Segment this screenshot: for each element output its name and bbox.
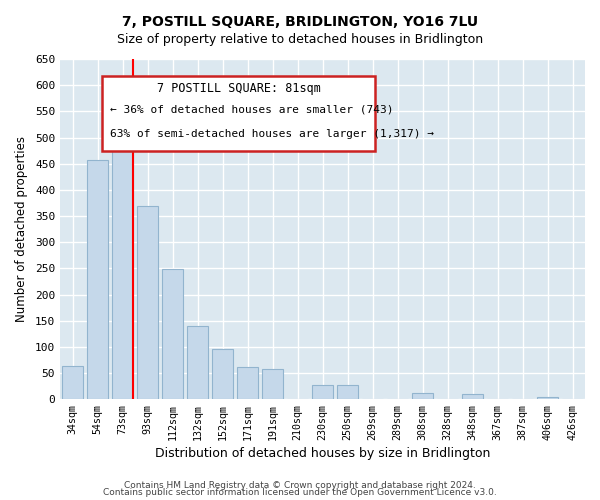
Bar bbox=[87, 160, 108, 399]
Y-axis label: Number of detached properties: Number of detached properties bbox=[15, 136, 28, 322]
Text: Size of property relative to detached houses in Bridlington: Size of property relative to detached ho… bbox=[117, 32, 483, 46]
Bar bbox=[187, 326, 208, 399]
X-axis label: Distribution of detached houses by size in Bridlington: Distribution of detached houses by size … bbox=[155, 447, 490, 460]
Bar bbox=[312, 384, 333, 399]
Bar bbox=[537, 396, 558, 399]
Text: ← 36% of detached houses are smaller (743): ← 36% of detached houses are smaller (74… bbox=[110, 105, 394, 115]
Bar bbox=[162, 269, 183, 399]
Text: Contains public sector information licensed under the Open Government Licence v3: Contains public sector information licen… bbox=[103, 488, 497, 497]
Bar bbox=[212, 350, 233, 399]
Bar bbox=[62, 366, 83, 399]
Bar bbox=[337, 384, 358, 399]
Bar bbox=[412, 393, 433, 399]
Bar bbox=[112, 126, 133, 399]
Bar bbox=[137, 206, 158, 399]
Bar bbox=[262, 369, 283, 399]
Text: 7 POSTILL SQUARE: 81sqm: 7 POSTILL SQUARE: 81sqm bbox=[157, 82, 320, 95]
FancyBboxPatch shape bbox=[102, 76, 375, 151]
Text: Contains HM Land Registry data © Crown copyright and database right 2024.: Contains HM Land Registry data © Crown c… bbox=[124, 480, 476, 490]
Bar bbox=[237, 366, 258, 399]
Text: 7, POSTILL SQUARE, BRIDLINGTON, YO16 7LU: 7, POSTILL SQUARE, BRIDLINGTON, YO16 7LU bbox=[122, 15, 478, 29]
Text: 63% of semi-detached houses are larger (1,317) →: 63% of semi-detached houses are larger (… bbox=[110, 128, 434, 138]
Bar bbox=[462, 394, 483, 399]
